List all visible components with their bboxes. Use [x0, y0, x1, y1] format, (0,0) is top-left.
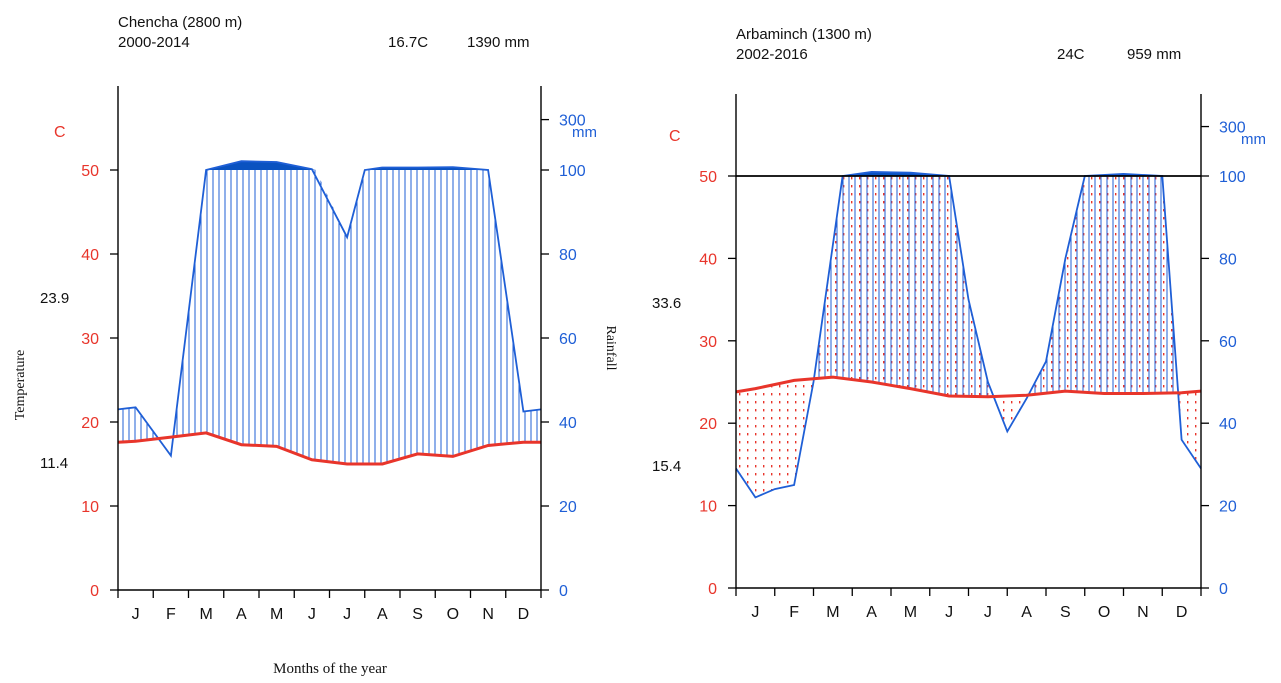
- c1-month-label: A: [377, 606, 388, 623]
- c2-rain-tick-label: 40: [1219, 416, 1237, 433]
- c1-month-label: J: [132, 606, 140, 623]
- arbaminch-humid-area: [736, 176, 1201, 397]
- c2-temp-tick-label: 20: [699, 416, 717, 433]
- c1-temp-tick-label: 50: [81, 163, 99, 180]
- chencha-temperature-line: [117, 431, 541, 466]
- chencha-rainfall-axis-title: Rainfall: [603, 325, 618, 370]
- c1-month-label: S: [412, 606, 423, 623]
- c1-month-label: F: [166, 606, 176, 623]
- c2-month-label: J: [751, 604, 759, 621]
- c1-temp-tick-label: 10: [81, 499, 99, 516]
- c1-month-label: O: [447, 606, 459, 623]
- chencha-abs-max-label: 23.9: [40, 290, 69, 307]
- c1-temp-tick-label: 0: [90, 583, 99, 600]
- arbaminch-temperature-unit: C: [669, 128, 681, 145]
- chencha-plot-area: [117, 160, 542, 466]
- c1-month-label: N: [482, 606, 494, 623]
- c1-temp-tick-label: 20: [81, 415, 99, 432]
- c2-month-label: M: [826, 604, 839, 621]
- chencha-min-label: 11.4: [40, 455, 68, 472]
- c1-month-label: D: [518, 606, 530, 623]
- c2-month-label: J: [945, 604, 953, 621]
- c2-month-label: M: [904, 604, 917, 621]
- arbaminch-temperature-line: [735, 375, 1202, 399]
- chencha-x-axis-title: Months of the year: [273, 661, 387, 677]
- arbaminch-min-label: 15.4: [652, 458, 681, 475]
- chart-arbaminch: J F M A M J J A S O N D 0 10 20 30 40 50 0 20 40 60 80 100 300…: [652, 26, 1266, 621]
- c1-rain-tick-label: 20: [559, 499, 577, 516]
- c2-month-label: N: [1137, 604, 1149, 621]
- c2-temp-tick-label: 50: [699, 169, 717, 186]
- c1-rain-tick-label: 60: [559, 331, 577, 348]
- chencha-period: 2000-2014: [118, 34, 190, 51]
- arbaminch-temperature-ticks: 0 10 20 30 40 50: [699, 169, 736, 598]
- c2-month-label: D: [1176, 604, 1188, 621]
- chencha-mean-temperature: 16.7C: [388, 34, 428, 51]
- c2-rain-tick-label: 100: [1219, 169, 1246, 186]
- arbaminch-plot-area: [735, 170, 1202, 499]
- arbaminch-rainfall-unit: mm: [1241, 131, 1266, 148]
- c2-rain-tick-label: 60: [1219, 334, 1237, 351]
- c2-month-label: F: [789, 604, 799, 621]
- c1-rain-tick-label: 0: [559, 583, 568, 600]
- c2-temp-tick-label: 10: [699, 499, 717, 516]
- c2-month-label: S: [1060, 604, 1071, 621]
- c2-temp-tick-label: 40: [699, 251, 717, 268]
- chencha-temperature-ticks: 0 10 20 30 40 50: [81, 163, 118, 600]
- c1-month-label: J: [308, 606, 316, 623]
- c2-month-label: O: [1098, 604, 1110, 621]
- arbaminch-annual-rainfall: 959 mm: [1127, 46, 1181, 63]
- c1-month-label: M: [270, 606, 283, 623]
- chart-chencha: J F M A M J J A S O N D 0 10 20 30 40 50 0 20 40 60 80 100 300…: [13, 14, 618, 677]
- arbaminch-mean-temperature: 24C: [1057, 46, 1085, 63]
- c2-temp-tick-label: 0: [708, 581, 717, 598]
- chencha-temperature-unit: C: [54, 124, 66, 141]
- c2-month-label: J: [984, 604, 992, 621]
- c2-month-label: A: [866, 604, 877, 621]
- chencha-temperature-axis-title: Temperature: [13, 350, 28, 421]
- c1-rain-tick-label: 40: [559, 415, 577, 432]
- c2-rain-tick-label: 20: [1219, 499, 1237, 516]
- c1-temp-tick-label: 40: [81, 247, 99, 264]
- c1-rain-tick-label: 80: [559, 247, 577, 264]
- arbaminch-abs-max-label: 33.6: [652, 295, 681, 312]
- c1-rain-tick-label: 100: [559, 163, 586, 180]
- arbaminch-period: 2002-2016: [736, 46, 808, 63]
- c2-temp-tick-label: 30: [699, 334, 717, 351]
- chencha-rainfall-unit: mm: [572, 124, 597, 141]
- arbaminch-rainfall-ticks: 0 20 40 60 80 100 300: [1201, 120, 1246, 598]
- c1-month-label: A: [236, 606, 247, 623]
- c1-rain-tick-label: 300: [559, 113, 586, 130]
- c2-month-label: A: [1021, 604, 1032, 621]
- arbaminch-rainfall-line: [735, 170, 1202, 499]
- c2-rain-tick-label: 80: [1219, 251, 1237, 268]
- chencha-rainfall-ticks: 0 20 40 60 80 100 300: [541, 113, 586, 600]
- chencha-annual-rainfall: 1390 mm: [467, 34, 530, 51]
- c2-rain-tick-label: 300: [1219, 120, 1246, 137]
- c2-rain-tick-label: 0: [1219, 581, 1228, 598]
- c1-month-label: J: [343, 606, 351, 623]
- c1-temp-tick-label: 30: [81, 331, 99, 348]
- chencha-humid-area: [118, 170, 541, 464]
- chencha-station-name: Chencha (2800 m): [118, 14, 242, 31]
- c1-month-label: M: [199, 606, 212, 623]
- chencha-rainfall-line: [117, 160, 542, 458]
- arbaminch-station-name: Arbaminch (1300 m): [736, 26, 872, 43]
